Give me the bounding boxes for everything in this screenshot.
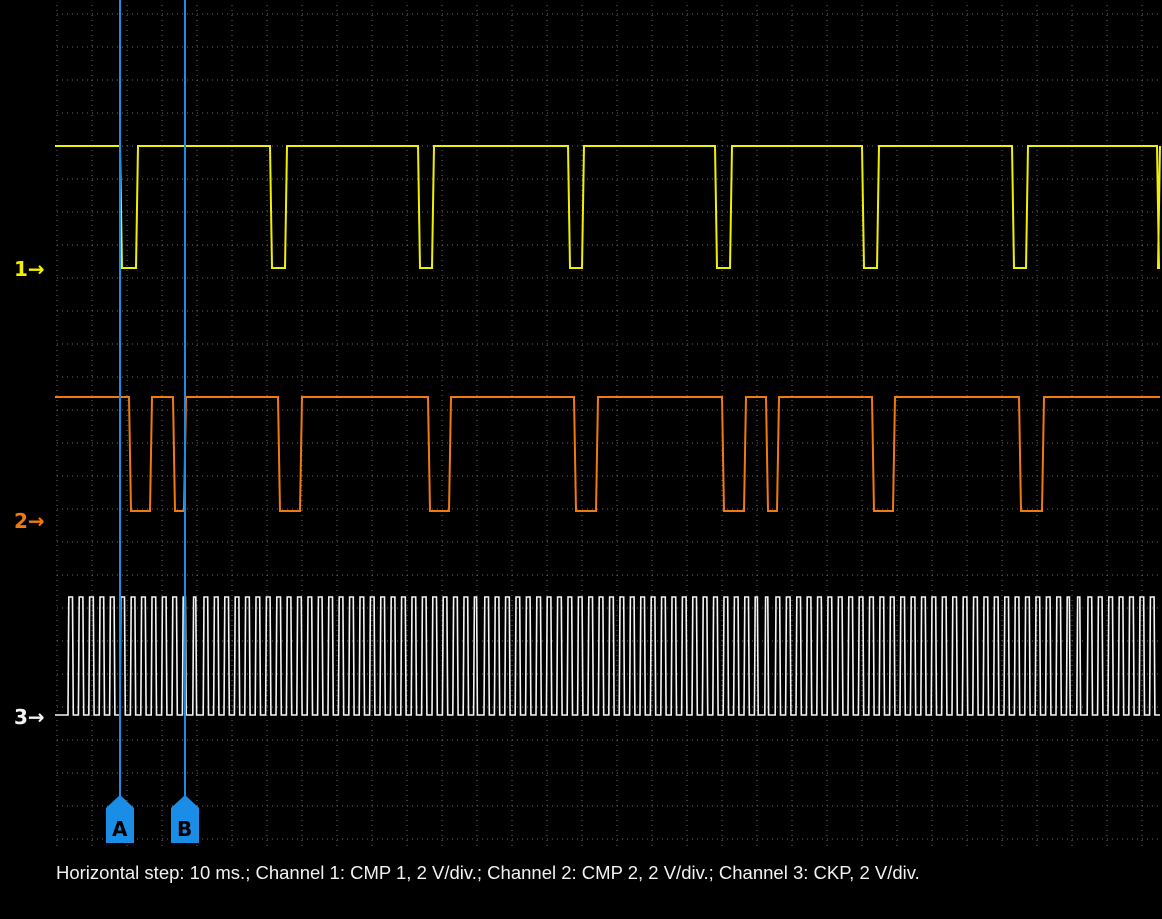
cursor-a[interactable]: A	[106, 0, 134, 843]
channel-2-marker[interactable]: 2→	[14, 509, 45, 533]
channel-2-marker-label: 2→	[14, 509, 45, 533]
channel-1-marker-label: 1→	[14, 257, 45, 281]
channel-3-marker[interactable]: 3→	[14, 705, 45, 729]
channel-3-marker-label: 3→	[14, 705, 45, 729]
channel-3-waveform	[55, 596, 1160, 716]
cursor-b-handle[interactable]	[171, 795, 199, 843]
scope-settings-caption: Horizontal step: 10 ms.; Channel 1: CMP …	[56, 862, 920, 883]
channel-1-waveform	[55, 145, 1161, 269]
channel-2-waveform	[55, 396, 1160, 512]
cursor-a-handle[interactable]	[106, 795, 134, 843]
cursor-a-label: A	[112, 817, 128, 841]
cursor-b[interactable]: B	[171, 0, 199, 843]
channel-1-marker[interactable]: 1→	[14, 257, 45, 281]
cursor-b-label: B	[177, 817, 192, 841]
